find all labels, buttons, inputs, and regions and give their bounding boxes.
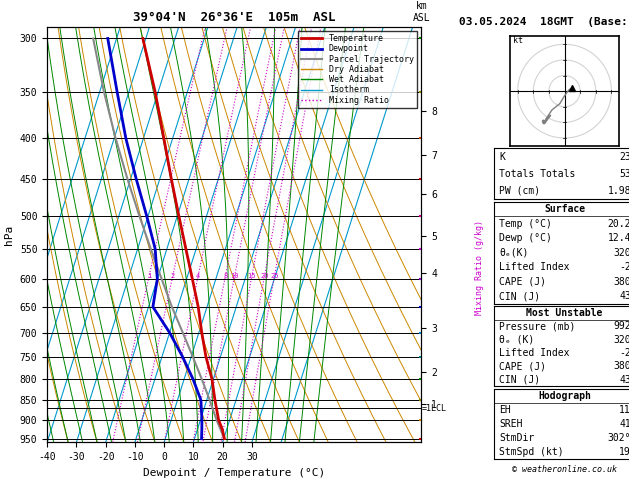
- Text: Dewp (°C): Dewp (°C): [499, 233, 552, 243]
- Text: StmSpd (kt): StmSpd (kt): [499, 447, 564, 457]
- Text: Mixing Ratio (g/kg): Mixing Ratio (g/kg): [475, 220, 484, 315]
- Text: CIN (J): CIN (J): [499, 292, 540, 301]
- Text: 20: 20: [260, 273, 269, 279]
- Legend: Temperature, Dewpoint, Parcel Trajectory, Dry Adiabat, Wet Adiabat, Isotherm, Mi: Temperature, Dewpoint, Parcel Trajectory…: [298, 31, 417, 108]
- Text: 23: 23: [620, 152, 629, 162]
- Text: θₑ (K): θₑ (K): [499, 334, 535, 345]
- Text: 380: 380: [613, 277, 629, 287]
- Title: 39°04'N  26°36'E  105m  ASL: 39°04'N 26°36'E 105m ASL: [133, 11, 335, 24]
- Text: CAPE (J): CAPE (J): [499, 361, 547, 371]
- Text: 302°: 302°: [608, 433, 629, 443]
- Text: -2: -2: [620, 262, 629, 272]
- Text: 43: 43: [620, 292, 629, 301]
- Text: θₑ(K): θₑ(K): [499, 248, 529, 258]
- Text: Temp (°C): Temp (°C): [499, 219, 552, 228]
- Text: km
ASL: km ASL: [413, 1, 430, 22]
- Text: 10: 10: [230, 273, 239, 279]
- Text: 12.4: 12.4: [608, 233, 629, 243]
- Text: CAPE (J): CAPE (J): [499, 277, 547, 287]
- Text: 4: 4: [196, 273, 200, 279]
- Text: 03.05.2024  18GMT  (Base: 06): 03.05.2024 18GMT (Base: 06): [459, 17, 629, 27]
- Text: Surface: Surface: [544, 204, 585, 214]
- Text: 20.2: 20.2: [608, 219, 629, 228]
- Text: 53: 53: [620, 169, 629, 179]
- Text: K: K: [499, 152, 505, 162]
- Text: =1LCL: =1LCL: [421, 403, 447, 413]
- Text: 992: 992: [613, 321, 629, 331]
- Text: PW (cm): PW (cm): [499, 186, 540, 196]
- Text: 43: 43: [620, 375, 629, 385]
- Text: © weatheronline.co.uk: © weatheronline.co.uk: [512, 465, 617, 474]
- Text: 380: 380: [613, 361, 629, 371]
- Text: CIN (J): CIN (J): [499, 375, 540, 385]
- Text: 19: 19: [620, 447, 629, 457]
- Text: 2: 2: [170, 273, 175, 279]
- Text: Lifted Index: Lifted Index: [499, 262, 570, 272]
- Text: Hodograph: Hodograph: [538, 391, 591, 401]
- Text: 41: 41: [620, 419, 629, 429]
- Y-axis label: hPa: hPa: [4, 225, 14, 244]
- Text: EH: EH: [499, 405, 511, 415]
- Text: Lifted Index: Lifted Index: [499, 348, 570, 358]
- Text: 1: 1: [147, 273, 151, 279]
- Text: -2: -2: [620, 348, 629, 358]
- Text: 320: 320: [613, 248, 629, 258]
- Text: StmDir: StmDir: [499, 433, 535, 443]
- Text: 1.98: 1.98: [608, 186, 629, 196]
- Text: Most Unstable: Most Unstable: [526, 308, 603, 318]
- Text: SREH: SREH: [499, 419, 523, 429]
- Text: 11: 11: [620, 405, 629, 415]
- Text: Pressure (mb): Pressure (mb): [499, 321, 576, 331]
- Text: 320: 320: [613, 334, 629, 345]
- X-axis label: Dewpoint / Temperature (°C): Dewpoint / Temperature (°C): [143, 468, 325, 478]
- Text: 8: 8: [223, 273, 228, 279]
- Text: 25: 25: [270, 273, 279, 279]
- Text: Totals Totals: Totals Totals: [499, 169, 576, 179]
- Text: 15: 15: [248, 273, 256, 279]
- Text: kt: kt: [513, 35, 523, 45]
